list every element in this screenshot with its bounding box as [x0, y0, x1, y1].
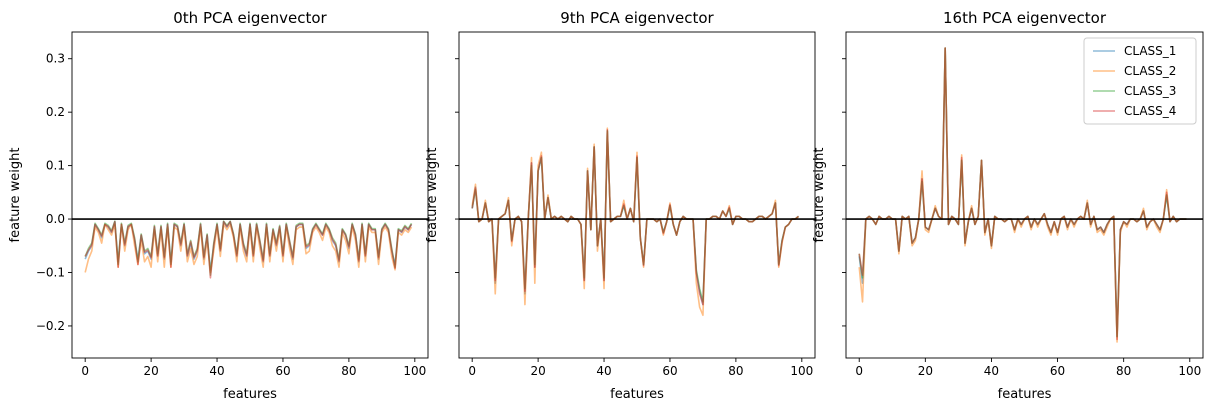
y-tick-label: 0.0: [46, 212, 65, 226]
y-axis-label: feature weight: [812, 148, 827, 243]
y-tick-label: 0.2: [46, 105, 65, 119]
y-axis-label: feature weight: [425, 148, 440, 243]
x-tick-label: 100: [790, 364, 813, 378]
legend-label: CLASS_2: [1124, 64, 1176, 78]
x-tick-label: 0: [855, 364, 863, 378]
plot-frame: [845, 31, 1204, 359]
x-tick-label: 60: [275, 364, 290, 378]
y-tick-label: −0.2: [36, 319, 65, 333]
x-tick-label: 100: [1178, 364, 1201, 378]
x-tick-label: 20: [143, 364, 158, 378]
x-tick-label: 40: [984, 364, 999, 378]
chart-title: 16th PCA eigenvector: [943, 9, 1107, 27]
chart-title: 0th PCA eigenvector: [173, 9, 327, 27]
x-tick-label: 80: [341, 364, 356, 378]
y-axis-label: feature weight: [8, 148, 23, 243]
series-line-class-4: [84, 220, 413, 279]
x-axis-label: features: [610, 387, 664, 402]
legend-label: CLASS_3: [1124, 84, 1176, 98]
x-axis-label: features: [998, 387, 1052, 402]
x-tick-label: 20: [530, 364, 545, 378]
chart-title: 9th PCA eigenvector: [560, 9, 714, 27]
y-tick-label: −0.1: [36, 265, 65, 279]
x-tick-label: 20: [918, 364, 933, 378]
x-tick-label: 0: [468, 364, 476, 378]
legend-label: CLASS_1: [1124, 44, 1176, 58]
x-tick-label: 60: [1050, 364, 1065, 378]
series-group: [84, 220, 413, 279]
x-tick-label: 100: [403, 364, 426, 378]
x-axis-label: features: [223, 387, 277, 402]
legend: CLASS_1 CLASS_2 CLASS_3 CLASS_4: [1083, 37, 1197, 125]
x-tick-label: 40: [209, 364, 224, 378]
plot-frame: [71, 31, 429, 359]
plot-frame: [458, 31, 816, 359]
chart-panel-2: 0 20 40 60 80 100 16th PCA eigenvector features…: [812, 9, 1204, 402]
x-tick-label: 60: [662, 364, 677, 378]
x-tick-label: 80: [728, 364, 743, 378]
legend-label: CLASS_4: [1124, 104, 1176, 118]
x-tick-label: 80: [1116, 364, 1131, 378]
x-tick-label: 40: [596, 364, 611, 378]
chart-panel-1: 0 20 40 60 80 100 9th PCA eigenvector features f…: [425, 9, 816, 402]
y-tick-label: 0.1: [46, 159, 65, 173]
y-tick-label: 0.3: [46, 52, 65, 66]
chart-panel-0: 0 20 40 60 80 100 −0.2 −0.1 0.0 0.1 0.2 0.3 0th PCA …: [8, 9, 429, 402]
x-tick-label: 0: [81, 364, 89, 378]
